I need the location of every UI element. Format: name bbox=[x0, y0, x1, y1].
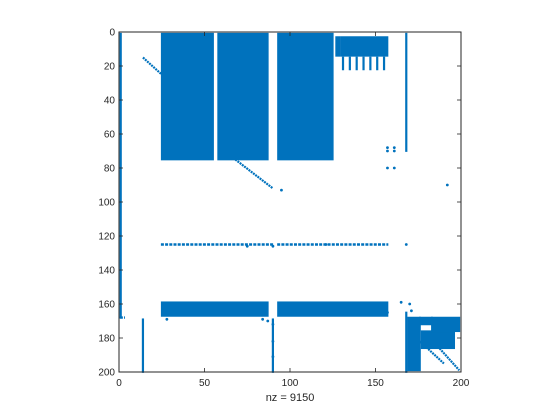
nonzero-block-7 bbox=[407, 316, 421, 372]
nonzero-entry-0 bbox=[280, 188, 283, 192]
nonzero-diagonal-0 bbox=[142, 56, 163, 76]
nonzero-entry-9 bbox=[410, 309, 413, 313]
x-axis-label: nz = 9150 bbox=[266, 392, 315, 404]
x-tick-label: 100 bbox=[282, 378, 299, 389]
nonzero-entry-17 bbox=[399, 300, 403, 304]
nonzero-entry-2 bbox=[386, 166, 389, 170]
nonzero-block-9 bbox=[420, 330, 456, 350]
nonzero-entry-4 bbox=[386, 146, 389, 150]
nonzero-entry-19 bbox=[245, 244, 249, 248]
nonzero-diagonal-1 bbox=[234, 158, 274, 190]
sparsity-pattern bbox=[119, 32, 461, 373]
nonzero-block-4 bbox=[277, 301, 389, 317]
nonzero-entry-5 bbox=[392, 146, 396, 150]
y-tick-label: 100 bbox=[98, 198, 115, 209]
y-tick-label: 140 bbox=[98, 266, 115, 277]
x-tick-label: 50 bbox=[199, 378, 211, 389]
nonzero-block-0 bbox=[160, 32, 214, 161]
nonzero-entry-8 bbox=[408, 302, 412, 306]
nonzero-block-8 bbox=[419, 316, 433, 326]
y-tick-label: 160 bbox=[98, 300, 115, 311]
nonzero-entry-22 bbox=[324, 243, 328, 246]
x-tick-label: 200 bbox=[453, 378, 470, 389]
x-tick-label: 150 bbox=[367, 378, 384, 389]
y-tick-label: 200 bbox=[98, 368, 115, 379]
nonzero-entry-21 bbox=[404, 243, 408, 246]
y-tick-label: 80 bbox=[104, 164, 116, 175]
nonzero-entry-15 bbox=[271, 340, 275, 343]
y-tick-label: 180 bbox=[98, 334, 115, 345]
nonzero-block-6 bbox=[335, 36, 341, 57]
nonzero-entry-6 bbox=[386, 149, 389, 153]
nonzero-entry-13 bbox=[261, 317, 265, 321]
nonzero-block-10 bbox=[431, 316, 461, 333]
nonzero-diagonal-2 bbox=[429, 337, 461, 372]
x-tick-label: 0 bbox=[116, 378, 122, 389]
nonzero-entry-10 bbox=[162, 69, 165, 73]
y-tick-label: 40 bbox=[104, 96, 116, 107]
nonzero-diagonal-3 bbox=[419, 340, 445, 365]
nonzero-block-3 bbox=[160, 301, 269, 317]
nonzero-entry-12 bbox=[266, 319, 270, 323]
nonzero-entry-16 bbox=[271, 355, 275, 359]
nonzero-entry-1 bbox=[445, 183, 449, 187]
nonzero-entry-3 bbox=[392, 166, 396, 170]
nonzero-entry-20 bbox=[271, 244, 275, 248]
nonzero-entry-18 bbox=[386, 311, 389, 314]
nonzero-block-2 bbox=[277, 32, 334, 161]
nonzero-entry-7 bbox=[392, 149, 396, 153]
nonzero-entry-14 bbox=[271, 323, 275, 326]
nonzero-block-5 bbox=[340, 36, 389, 57]
nonzero-entry-11 bbox=[165, 317, 169, 321]
y-tick-label: 20 bbox=[104, 62, 116, 73]
y-tick-label: 120 bbox=[98, 232, 115, 243]
nonzero-block-1 bbox=[217, 32, 269, 161]
y-tick-label: 0 bbox=[109, 28, 115, 39]
y-tick-label: 60 bbox=[104, 130, 116, 141]
